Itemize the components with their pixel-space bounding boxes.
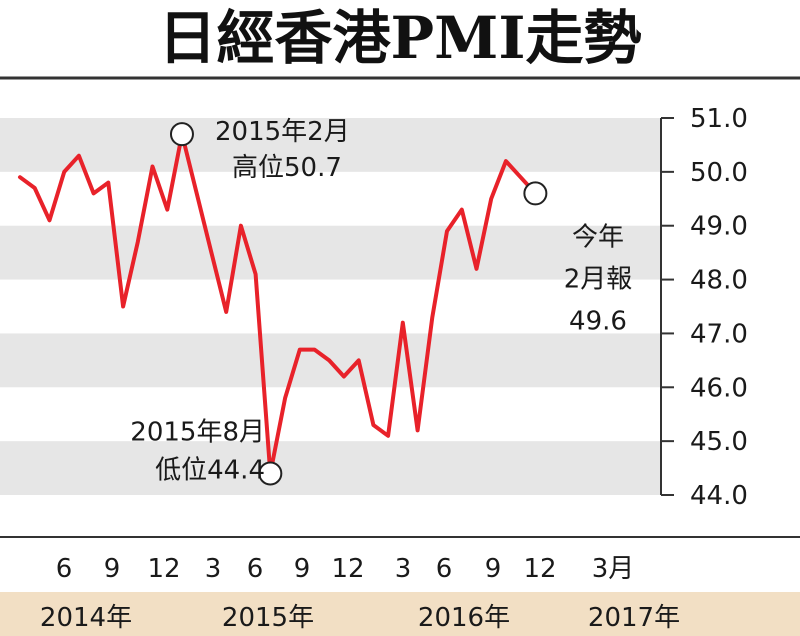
annotation-marker bbox=[169, 122, 194, 147]
x-year-label: 2014年 bbox=[40, 603, 132, 633]
year-bar bbox=[0, 592, 800, 636]
y-tick-label: 48.0 bbox=[690, 266, 748, 296]
series-line bbox=[18, 132, 538, 476]
annotation-label: 2015年2月 bbox=[215, 117, 350, 147]
annotation-label: 49.6 bbox=[569, 306, 627, 336]
x-month-label: 12 bbox=[331, 554, 364, 584]
annotation-label: 2015年8月 bbox=[130, 417, 265, 447]
grid-bands bbox=[0, 118, 661, 495]
annotation-label: 2月報 bbox=[564, 264, 633, 294]
x-month-label: 12 bbox=[523, 554, 556, 584]
y-tick-label: 46.0 bbox=[690, 373, 748, 403]
y-tick-label: 50.0 bbox=[690, 158, 748, 188]
y-tick-label: 51.0 bbox=[690, 104, 748, 134]
x-year-labels: 2014年 2015年 2016年 2017年 bbox=[40, 603, 680, 633]
x-month-label: 3 bbox=[395, 554, 412, 584]
x-month-label: 6 bbox=[436, 554, 453, 584]
y-tick-label: 47.0 bbox=[690, 319, 748, 349]
chart-title: 日經香港PMI走勢 bbox=[159, 4, 642, 72]
x-month-labels: 6 9 12 3 6 9 12 3 6 9 12 3月 bbox=[56, 554, 635, 584]
pmi-series bbox=[18, 132, 538, 476]
annotation-label: 今年 bbox=[572, 222, 624, 252]
x-month-label: 12 bbox=[147, 554, 180, 584]
x-month-label: 9 bbox=[485, 554, 502, 584]
grid-band bbox=[0, 441, 661, 495]
y-axis-ticks: 51.0 50.0 49.0 48.0 47.0 46.0 45.0 44.0 bbox=[661, 104, 748, 511]
x-month-label: 6 bbox=[56, 554, 73, 584]
y-tick-label: 45.0 bbox=[690, 427, 748, 457]
x-month-label: 9 bbox=[294, 554, 311, 584]
annotation-marker bbox=[258, 461, 283, 486]
x-month-label: 9 bbox=[104, 554, 121, 584]
annotation-marker bbox=[523, 181, 548, 206]
annotation-label: 高位50.7 bbox=[232, 153, 342, 183]
x-year-label: 2017年 bbox=[588, 603, 680, 633]
grid-band bbox=[0, 225, 661, 280]
x-year-label: 2015年 bbox=[222, 603, 314, 633]
grid-band bbox=[0, 118, 661, 172]
x-month-label: 3月 bbox=[592, 554, 635, 584]
x-month-label: 6 bbox=[247, 554, 264, 584]
x-year-label: 2016年 bbox=[418, 603, 510, 633]
y-tick-label: 44.0 bbox=[690, 481, 748, 511]
y-tick-label: 49.0 bbox=[690, 212, 748, 242]
x-month-label: 3 bbox=[205, 554, 222, 584]
annotation-label: 低位44.4 bbox=[155, 455, 265, 485]
